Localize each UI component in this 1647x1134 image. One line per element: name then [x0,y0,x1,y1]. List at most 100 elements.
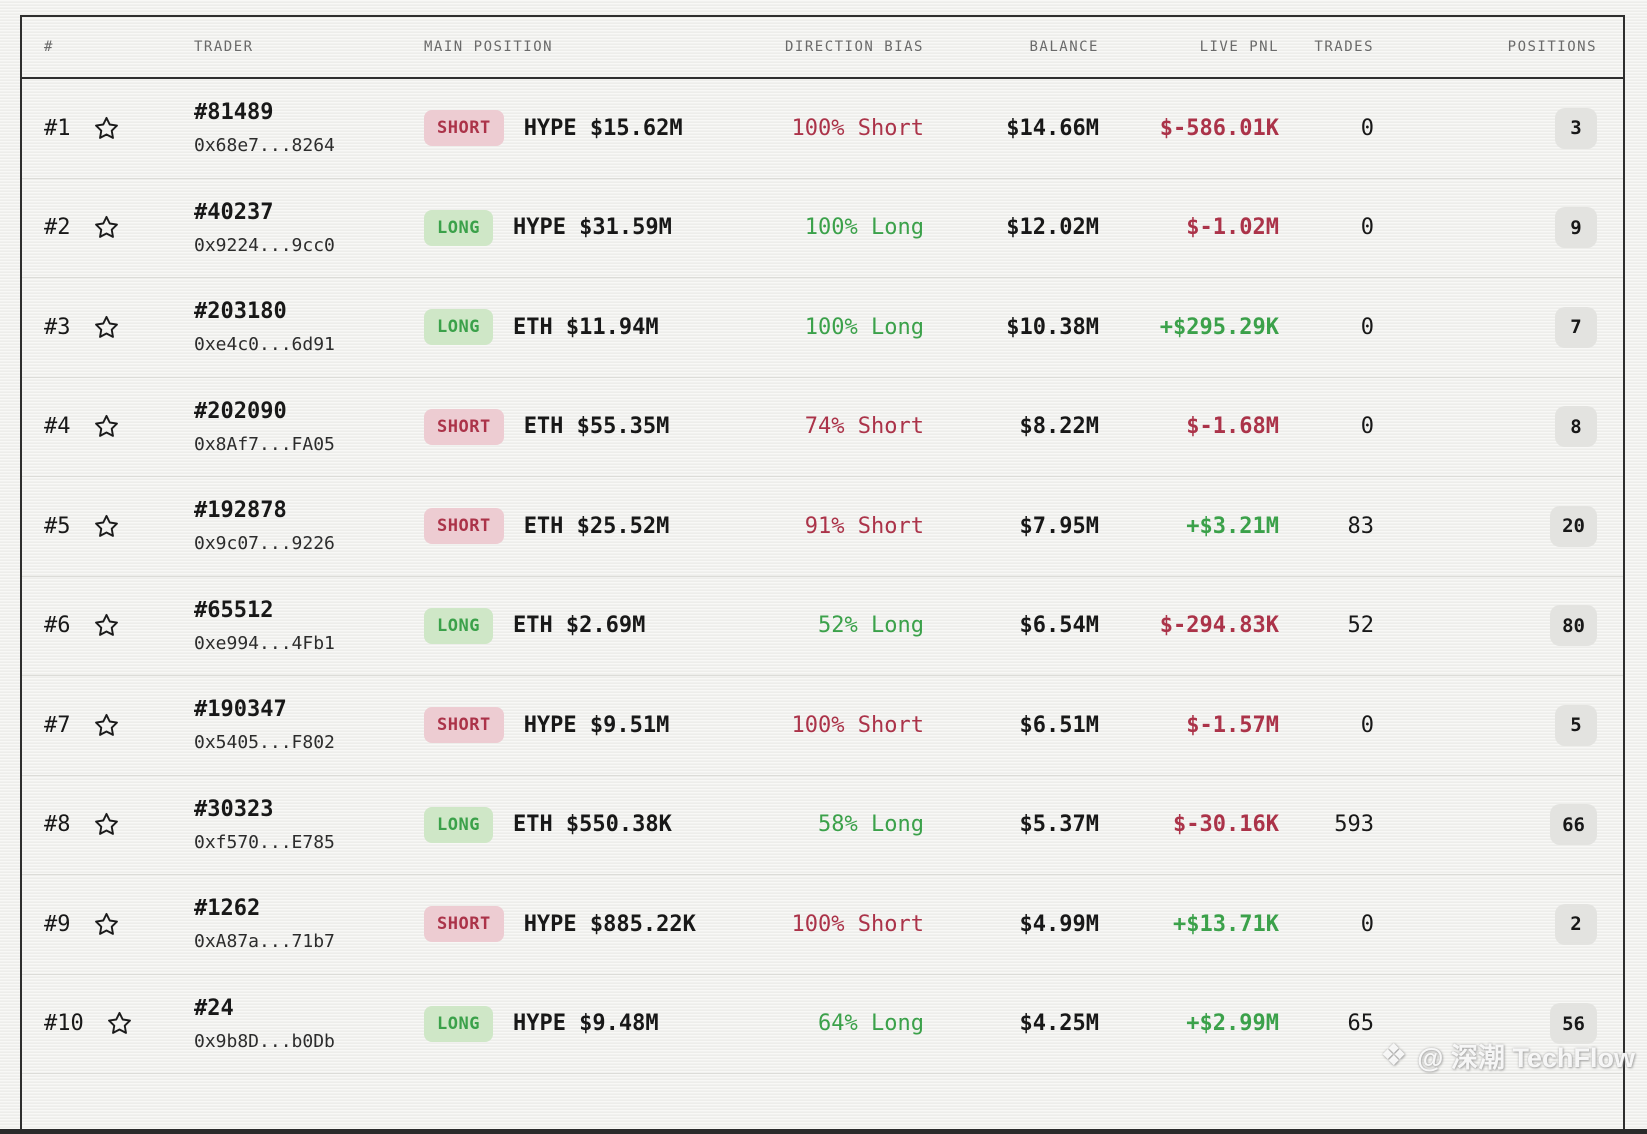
table-row[interactable]: #4 #202090 0x8Af7...FA05 SHORT ETH $55.3… [22,378,1623,477]
balance-value: $4.99M [1019,911,1099,937]
side-badge: LONG [424,607,493,644]
table-row[interactable]: #5 #192878 0x9c07...9226 SHORT ETH $25.5… [22,477,1623,577]
table-row[interactable]: #6 #65512 0xe994...4Fb1 LONG ETH $2.69M … [22,577,1623,676]
trader-cell: #30323 0xf570...E785 [194,797,424,853]
trades-count: 0 [1360,712,1374,738]
positions-badge: 9 [1555,207,1597,249]
star-icon[interactable] [93,612,120,639]
trader-id: #192878 [194,498,287,524]
table-row[interactable]: #3 #203180 0xe4c0...6d91 LONG ETH $11.94… [22,278,1623,378]
live-pnl-value: $-1.68M [1186,414,1279,440]
rank-cell: #10 [44,1010,194,1037]
rank-label: #7 [44,712,71,738]
trades-count: 0 [1360,215,1374,241]
star-icon[interactable] [93,413,120,440]
position-asset: ETH $55.35M [523,414,670,440]
live-pnl-value: +$13.71K [1173,911,1279,937]
live-pnl-value: +$3.21M [1186,513,1279,539]
col-header-positions: POSITIONS [1507,39,1597,55]
col-header-trades: TRADES [1314,39,1374,55]
star-icon[interactable] [106,1010,133,1037]
positions-cell: 56 [1550,1003,1597,1045]
positions-cell: 8 [1555,406,1597,448]
side-badge: LONG [424,806,493,843]
trader-address: 0xe994...4Fb1 [194,632,335,654]
trader-id: #24 [194,995,234,1021]
direction-bias: 74% Short [804,414,924,440]
trader-cell: #81489 0x68e7...8264 [194,100,424,156]
trades-count: 65 [1347,1011,1375,1037]
star-icon[interactable] [93,712,120,739]
live-pnl-value: $-1.02M [1186,215,1279,241]
table-row[interactable]: #7 #190347 0x5405...F802 SHORT HYPE $9.5… [22,676,1623,776]
position-asset: ETH $11.94M [512,314,659,340]
trader-id: #202090 [194,398,287,424]
position-asset: HYPE $885.22K [523,911,696,937]
main-position-cell: SHORT ETH $25.52M [424,508,774,545]
direction-bias: 100% Short [791,712,924,738]
star-icon[interactable] [93,115,120,142]
table-body: #1 #81489 0x68e7...8264 SHORT HYPE $15.6… [22,79,1623,1074]
star-icon[interactable] [93,214,120,241]
trader-id: #81489 [194,100,274,126]
rank-cell: #7 [44,712,194,739]
trades-count: 593 [1334,812,1374,838]
live-pnl-value: $-30.16K [1173,812,1279,838]
live-pnl-value: +$295.29K [1159,314,1279,340]
position-asset: HYPE $9.48M [512,1011,659,1037]
rank-cell: #4 [44,413,194,440]
rank-cell: #6 [44,612,194,639]
table-row[interactable]: #1 #81489 0x68e7...8264 SHORT HYPE $15.6… [22,79,1623,179]
positions-cell: 20 [1550,505,1597,547]
table-header-row: # TRADER MAIN POSITION DIRECTION BIAS BA… [22,17,1623,79]
trader-address: 0x9c07...9226 [194,533,335,555]
position-asset: HYPE $15.62M [523,115,683,141]
rank-label: #4 [44,414,71,440]
trades-count: 0 [1360,314,1374,340]
positions-badge: 7 [1555,306,1597,348]
positions-badge: 20 [1550,505,1597,547]
col-header-main-position: MAIN POSITION [424,39,554,55]
rank-cell: #9 [44,911,194,938]
positions-cell: 3 [1555,107,1597,149]
rank-cell: #3 [44,314,194,341]
star-icon[interactable] [93,513,120,540]
star-icon[interactable] [93,911,120,938]
trader-address: 0x8Af7...FA05 [194,433,335,455]
direction-bias: 100% Long [804,215,924,241]
trader-cell: #24 0x9b8D...b0Db [194,996,424,1052]
table-row[interactable]: #9 #1262 0xA87a...71b7 SHORT HYPE $885.2… [22,875,1623,975]
table-row[interactable]: #2 #40237 0x9224...9cc0 LONG HYPE $31.59… [22,179,1623,278]
side-badge: LONG [424,1005,493,1042]
positions-cell: 9 [1555,207,1597,249]
positions-badge: 3 [1555,107,1597,149]
main-position-cell: SHORT HYPE $885.22K [424,906,774,943]
table-row[interactable]: #10 #24 0x9b8D...b0Db LONG HYPE $9.48M 6… [22,975,1623,1074]
bottom-bar [0,1129,1647,1134]
table-row[interactable]: #8 #30323 0xf570...E785 LONG ETH $550.38… [22,776,1623,875]
trades-count: 52 [1347,613,1375,639]
col-header-trader: TRADER [194,39,254,55]
live-pnl-value: +$2.99M [1186,1011,1279,1037]
trader-cell: #1262 0xA87a...71b7 [194,896,424,952]
main-position-cell: LONG ETH $11.94M [424,309,774,346]
col-header-live-pnl: LIVE PNL [1199,39,1279,55]
trader-cell: #203180 0xe4c0...6d91 [194,299,424,355]
trader-id: #30323 [194,796,274,822]
balance-value: $8.22M [1019,414,1099,440]
positions-badge: 56 [1550,1003,1597,1045]
rank-cell: #2 [44,214,194,241]
side-badge: SHORT [424,707,504,744]
col-header-rank: # [44,39,54,55]
direction-bias: 91% Short [804,513,924,539]
star-icon[interactable] [93,811,120,838]
positions-badge: 66 [1550,804,1597,846]
star-icon[interactable] [93,314,120,341]
balance-value: $12.02M [1006,215,1099,241]
main-position-cell: LONG HYPE $9.48M [424,1005,774,1042]
live-pnl-value: $-586.01K [1159,115,1279,141]
direction-bias: 64% Long [818,1011,924,1037]
trader-cell: #202090 0x8Af7...FA05 [194,399,424,455]
main-position-cell: SHORT HYPE $9.51M [424,707,774,744]
trader-id: #40237 [194,199,274,225]
